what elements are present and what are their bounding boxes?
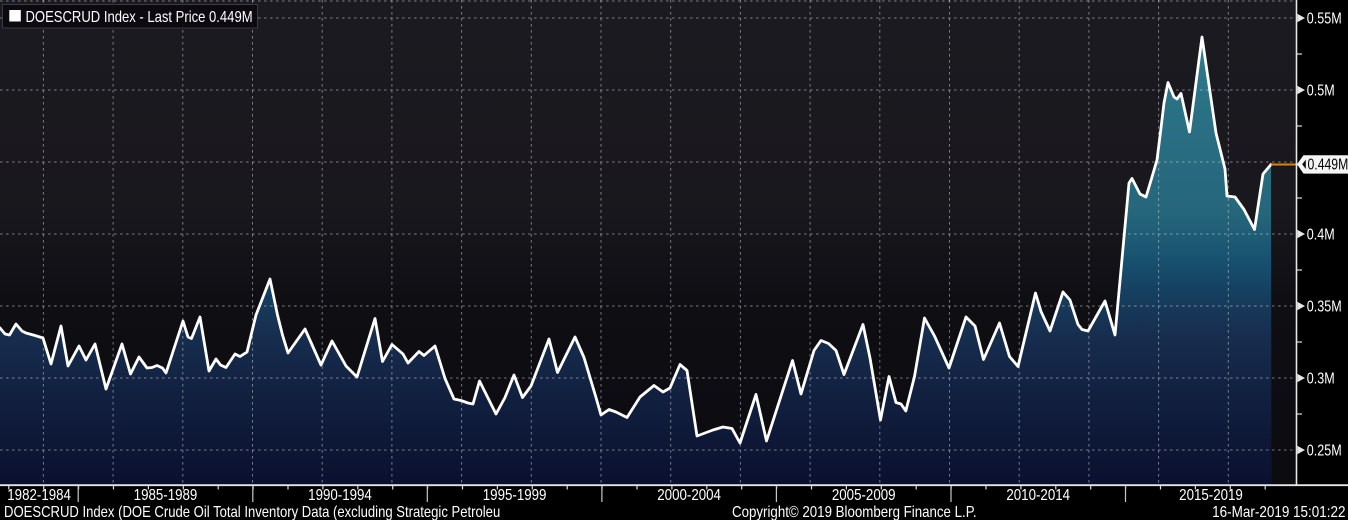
svg-text:Copyright© 2019 Bloomberg Fina: Copyright© 2019 Bloomberg Finance L.P. [732, 504, 977, 520]
svg-text:0.35M: 0.35M [1307, 298, 1342, 316]
svg-text:1990-1994: 1990-1994 [308, 487, 372, 504]
svg-text:2010-2014: 2010-2014 [1006, 487, 1070, 504]
svg-text:0.3M: 0.3M [1307, 370, 1335, 388]
svg-text:0.4M: 0.4M [1307, 226, 1335, 244]
svg-text:0.5M: 0.5M [1307, 82, 1335, 100]
svg-text:16-Mar-2019 15:01:22: 16-Mar-2019 15:01:22 [1212, 504, 1345, 520]
svg-text:DOESCRUD Index (DOE Crude Oil: DOESCRUD Index (DOE Crude Oil Total Inve… [4, 504, 500, 520]
svg-text:0.55M: 0.55M [1307, 10, 1342, 28]
svg-text:2015-2019: 2015-2019 [1179, 487, 1243, 504]
svg-text:0.449M: 0.449M [1308, 155, 1348, 173]
svg-text:1985-1989: 1985-1989 [134, 487, 198, 504]
svg-text:2000-2004: 2000-2004 [657, 487, 721, 504]
svg-text:1982-1984: 1982-1984 [7, 487, 71, 504]
svg-text:DOESCRUD Index - Last Price 0.: DOESCRUD Index - Last Price 0.449M [26, 9, 253, 26]
svg-text:2005-2009: 2005-2009 [832, 487, 896, 504]
svg-text:1995-1999: 1995-1999 [483, 487, 547, 504]
svg-text:0.25M: 0.25M [1307, 442, 1342, 460]
